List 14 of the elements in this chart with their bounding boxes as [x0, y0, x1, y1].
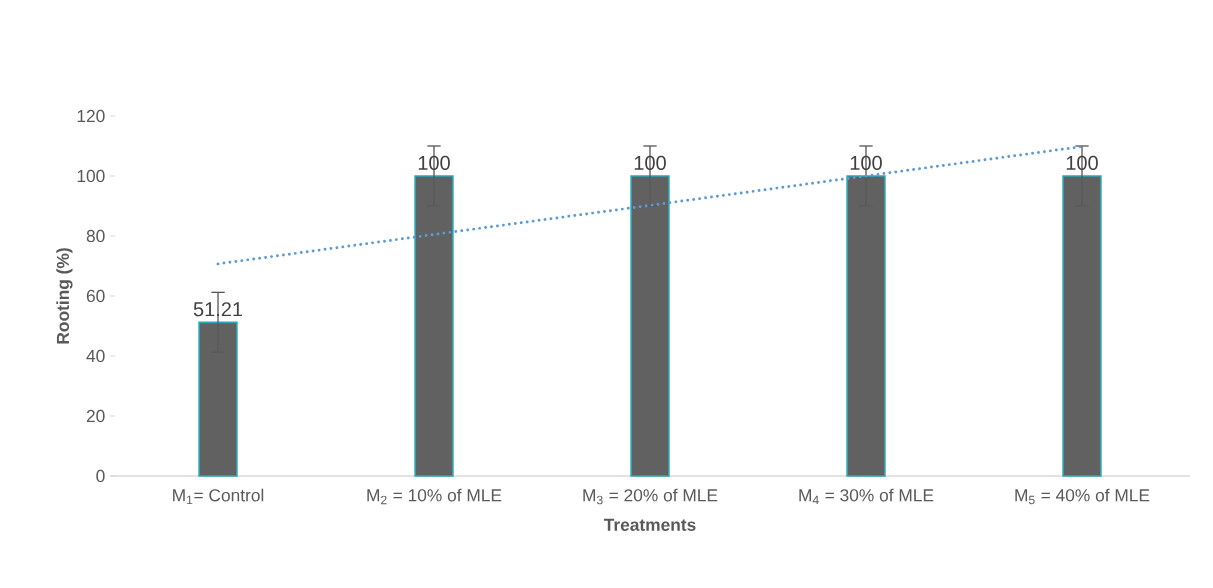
x-axis-title: Treatments — [603, 518, 696, 531]
y-tick-label: 80 — [86, 229, 105, 243]
y-tick-label: 100 — [77, 169, 105, 183]
y-axis-title: Rooting (%) — [56, 248, 73, 344]
x-tick-label: M$_{3}$ = 20% of MLE — [583, 488, 718, 505]
y-tick-label: 0 — [96, 469, 105, 483]
x-tick-label: M$_{4}$ = 30% of MLE — [799, 488, 934, 505]
y-tick-label: 20 — [86, 409, 105, 423]
x-tick-label: M$_{2}$ = 10% of MLE — [367, 488, 502, 505]
y-tick-label: 60 — [86, 289, 105, 303]
x-tick-label: M$_{5}$ = 40% of MLE — [1015, 488, 1150, 505]
y-tick-label: 40 — [86, 349, 105, 363]
x-tick-label: M$_{1}$= Control — [173, 488, 264, 505]
y-tick-label: 120 — [77, 109, 105, 123]
